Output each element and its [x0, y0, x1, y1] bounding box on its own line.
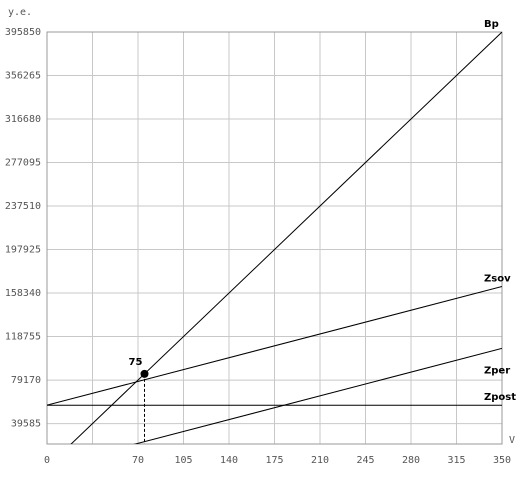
- series-label: Bp: [484, 19, 499, 30]
- series-label: Zsov: [484, 273, 511, 284]
- x-tick-label: 315: [447, 455, 465, 466]
- y-tick-label: 395850: [5, 27, 41, 38]
- y-tick-label: 277095: [5, 158, 41, 169]
- y-tick-label: 39585: [11, 419, 41, 430]
- break-even-point: [140, 369, 149, 378]
- series-line: [70, 32, 502, 444]
- y-tick-label: 158340: [5, 288, 41, 299]
- series-line: [47, 286, 502, 406]
- y-tick-label: 79170: [11, 375, 41, 386]
- x-tick-label: 105: [174, 455, 192, 466]
- y-tick-label: 237510: [5, 201, 41, 212]
- x-tick-label: 175: [265, 455, 283, 466]
- series-line: [133, 347, 502, 444]
- x-tick-label: 140: [220, 455, 238, 466]
- y-tick-label: 118755: [5, 332, 41, 343]
- x-tick-label: 350: [493, 455, 511, 466]
- x-tick-label: 210: [311, 455, 329, 466]
- y-tick-label: 316680: [5, 114, 41, 125]
- x-tick-label: 70: [132, 455, 144, 466]
- x-tick-label: 0: [44, 455, 50, 466]
- y-tick-label: 197925: [5, 245, 41, 256]
- x-tick-label: 245: [356, 455, 374, 466]
- point-label: 75: [129, 357, 143, 368]
- x-tick-label: 280: [402, 455, 420, 466]
- plot-frame: [46, 31, 503, 445]
- y-axis-label: y.e.: [8, 7, 32, 18]
- y-tick-label: 356265: [5, 71, 41, 82]
- x-axis-label: V: [509, 435, 515, 446]
- series-label: Zper: [484, 365, 510, 376]
- series-label: Zpost: [484, 392, 516, 403]
